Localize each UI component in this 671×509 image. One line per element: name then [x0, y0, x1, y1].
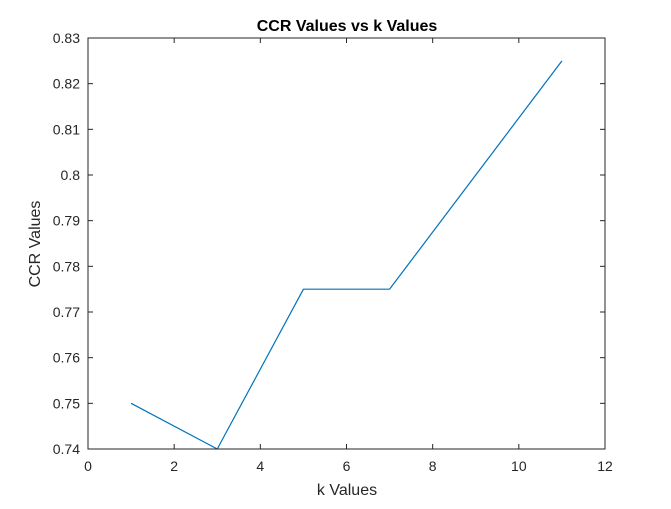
x-tick-label: 8: [429, 458, 437, 474]
x-axis-label: k Values: [317, 482, 377, 499]
x-tick-label: 4: [256, 458, 264, 474]
y-tick-label: 0.75: [53, 395, 80, 411]
y-tick-label: 0.79: [53, 213, 80, 229]
chart-title: CCR Values vs k Values: [257, 18, 438, 35]
y-tick-label: 0.76: [53, 350, 80, 366]
y-axis-label: CCR Values: [27, 201, 44, 288]
x-tick-label: 0: [84, 458, 92, 474]
y-tick-label: 0.8: [61, 167, 81, 183]
x-tick-label: 12: [597, 458, 613, 474]
x-tick-label: 6: [343, 458, 351, 474]
y-tick-label: 0.81: [53, 121, 80, 137]
x-tick-label: 10: [511, 458, 527, 474]
y-tick-label: 0.82: [53, 76, 80, 92]
y-tick-label: 0.83: [53, 30, 80, 46]
y-tick-label: 0.74: [53, 441, 80, 457]
y-tick-label: 0.78: [53, 258, 80, 274]
y-tick-label: 0.77: [53, 304, 80, 320]
x-tick-label: 2: [170, 458, 178, 474]
